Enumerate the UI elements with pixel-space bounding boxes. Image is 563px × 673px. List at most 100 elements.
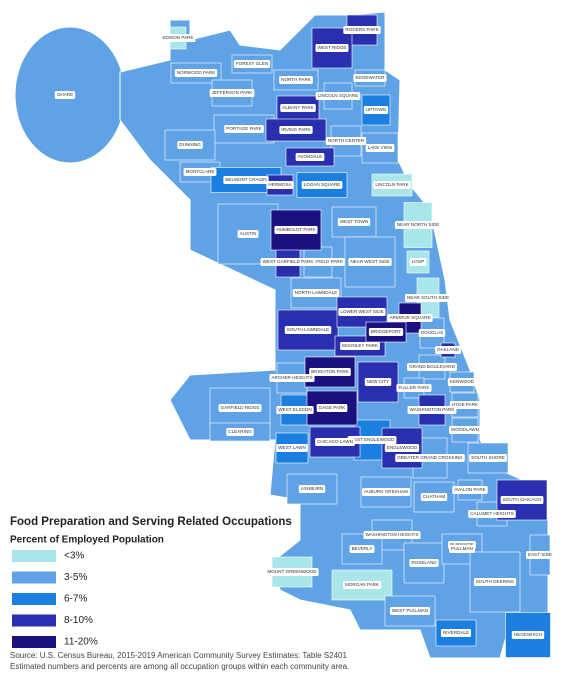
label-box: [449, 426, 481, 434]
label-box: [276, 406, 314, 414]
label-box: [468, 510, 516, 518]
label-box: [177, 141, 203, 149]
area-label: OAKLAND: [437, 347, 460, 352]
label-box: [511, 631, 545, 639]
label-box: [395, 454, 465, 462]
label-box: [340, 342, 380, 350]
area-label: WEST TOWN: [340, 219, 368, 224]
area-label: AVALON PARK: [454, 487, 486, 492]
title: Food Preparation and Serving Related Occ…: [10, 516, 292, 528]
label-box: [309, 368, 351, 376]
label-box: [396, 384, 432, 392]
area-label: KENWOOD: [450, 379, 475, 384]
label-box: [226, 428, 254, 436]
label-box: [420, 493, 448, 501]
area-label: WEST ENGLEWOOD: [350, 437, 396, 442]
area-label: WEST RIDGE: [317, 45, 346, 50]
area-label: WASHINGTON PARK: [410, 407, 456, 412]
legend-label: 3-5%: [64, 572, 87, 583]
legend: <3% 3-5% 6-7% 8-10% 11-20%: [12, 550, 98, 648]
area-label: MORGAN PARK: [345, 582, 380, 587]
legend-label: 8-10%: [64, 615, 93, 626]
area-label: BEVERLY: [352, 546, 373, 551]
area-label: EDGEWATER: [355, 75, 385, 80]
area-label: WOODLAWN: [451, 427, 479, 432]
area-label: LINCOLN PARK: [375, 182, 409, 187]
area-label: FOREST GLEN: [236, 61, 268, 66]
source: Source: U.S. Census Bureau, 2015-2019 Am…: [10, 651, 347, 660]
label-box: [365, 144, 395, 152]
label-box: [284, 326, 332, 334]
legend-swatch: [12, 614, 56, 627]
area-label: GARFIELD RIDGE: [221, 405, 260, 410]
area-label: IRVING PARK: [281, 127, 311, 132]
area-label: GRAND BOULEVARD: [409, 364, 456, 369]
label-box: [349, 545, 375, 553]
label-box: [315, 44, 349, 52]
label-box: [292, 289, 340, 297]
area-label: GREATER GRAND CROSSING: [397, 455, 463, 460]
label-box: [348, 258, 392, 266]
label-box: [373, 181, 411, 189]
area-label: NEAR WEST SIDE: [350, 259, 389, 264]
label-box: [409, 258, 427, 266]
label-box: [276, 444, 308, 452]
label-box: [224, 125, 264, 133]
legend-swatch: [12, 636, 56, 648]
label-box: [343, 26, 381, 34]
label-box: [301, 181, 343, 189]
legend-label: <3%: [64, 551, 84, 562]
area-label: NEAR SOUTH SIDE: [407, 295, 449, 300]
label-box: [218, 404, 262, 412]
area-label: LOWER WEST SIDE: [340, 309, 383, 314]
label-box: [407, 406, 457, 414]
area-label: LOOP: [412, 259, 425, 264]
label-box: [315, 438, 355, 446]
area-label: ASHBURN: [301, 486, 323, 491]
label-box: [183, 168, 217, 176]
area-label: McKINLEY PARK: [342, 343, 379, 348]
label-box: [353, 74, 387, 82]
area-label: UPTOWN: [366, 107, 386, 112]
area-labels: EDISON PARK LINCOLN PARK NEAR NORTH SIDE LO…: [54, 26, 554, 639]
area-label: MOUNT GREENWOOD: [267, 569, 317, 574]
area-label: HYDE PARK: [452, 402, 479, 407]
area-label: ALBANY PARK: [282, 105, 314, 110]
area-label: AUSTIN: [240, 231, 257, 236]
area-label: LOGAN SQUARE: [304, 182, 341, 187]
label-box: [473, 578, 517, 586]
label-box: [394, 221, 442, 229]
area-label: CLEARING: [228, 429, 252, 434]
area-label: SOUTH CHICAGO: [503, 497, 542, 502]
legend-label: 6-7%: [64, 594, 87, 605]
area-label: SOUTH SHORE: [471, 455, 505, 460]
label-box: [325, 137, 367, 145]
label-box: [384, 444, 420, 452]
area-label: DOUGLAS: [421, 330, 443, 335]
area-label: AUBURN GRESHAM: [364, 489, 408, 494]
label-box: [280, 104, 316, 112]
area-label: DUNNING: [179, 142, 201, 147]
label-box: [404, 294, 452, 302]
label-box: [363, 531, 421, 539]
label-box: [387, 314, 433, 322]
label-box: [274, 226, 318, 234]
area-label: WEST PULLMAN: [392, 608, 428, 613]
label-box: [209, 89, 255, 97]
label-box: [260, 258, 316, 266]
label-box: [266, 181, 294, 189]
label-box: [160, 34, 196, 42]
area-label: WEST GARFIELD PARK: [263, 259, 315, 264]
label-box: [295, 153, 325, 161]
area-label: LINCOLN SQUARE: [318, 93, 359, 98]
area-label: MONTCLARE: [186, 169, 215, 174]
area-label: EDISON PARK: [162, 35, 194, 40]
label-box: [174, 69, 218, 77]
area-label: ARMOUR SQUARE: [389, 315, 430, 320]
legend-swatch: [12, 593, 56, 605]
label-box: [316, 404, 348, 412]
area-label: HERMOSA: [268, 182, 292, 187]
label-box: [409, 559, 439, 567]
label-box: [347, 436, 397, 444]
